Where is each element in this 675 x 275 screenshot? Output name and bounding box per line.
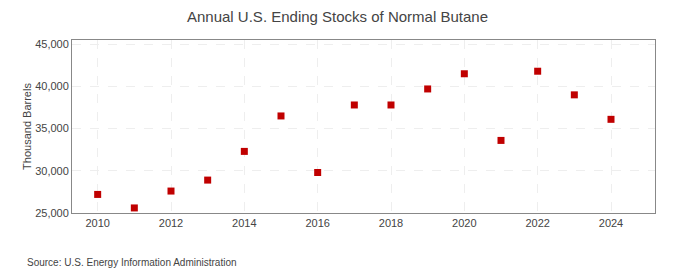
svg-text:2010: 2010 [85,217,109,229]
svg-text:30,000: 30,000 [35,165,69,177]
svg-text:2018: 2018 [379,217,403,229]
svg-text:2020: 2020 [452,217,476,229]
svg-text:40,000: 40,000 [35,80,69,92]
svg-text:2012: 2012 [159,217,183,229]
svg-text:Annual U.S. Ending Stocks of N: Annual U.S. Ending Stocks of Normal Buta… [187,8,488,25]
svg-text:2016: 2016 [305,217,329,229]
svg-text:Source: U.S. Energy Informatio: Source: U.S. Energy Information Administ… [27,257,237,268]
svg-text:45,000: 45,000 [35,38,69,50]
svg-text:2022: 2022 [525,217,549,229]
svg-text:Thousand Barrels: Thousand Barrels [21,83,33,170]
svg-text:35,000: 35,000 [35,122,69,134]
svg-text:2014: 2014 [232,217,256,229]
svg-text:2024: 2024 [599,217,623,229]
svg-text:25,000: 25,000 [35,207,69,219]
